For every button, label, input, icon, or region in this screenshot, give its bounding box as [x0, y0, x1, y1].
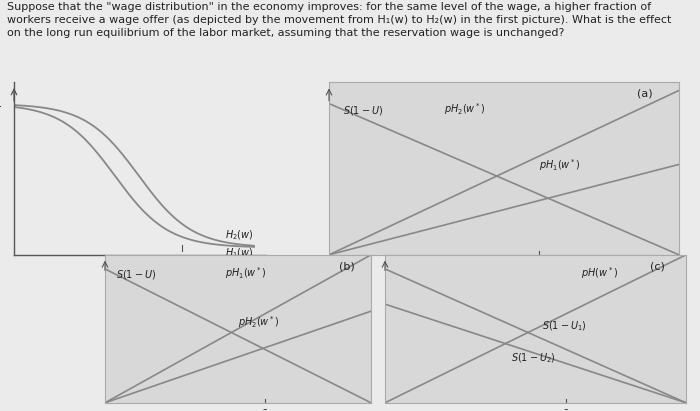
- Text: $S(1-U)$: $S(1-U)$: [343, 104, 383, 117]
- Text: $pH(w^*)$: $pH(w^*)$: [581, 265, 618, 281]
- Text: $pH_2(w^*)$: $pH_2(w^*)$: [444, 102, 486, 117]
- Text: $\bar{U}$: $\bar{U}$: [534, 256, 544, 270]
- Text: $pH_1(w^*)$: $pH_1(w^*)$: [225, 265, 267, 281]
- Text: (a): (a): [637, 88, 652, 98]
- Text: $pH_2(w^*)$: $pH_2(w^*)$: [238, 314, 280, 330]
- Text: $\bar{U}$: $\bar{U}$: [260, 409, 270, 411]
- Text: (b): (b): [339, 262, 355, 272]
- Text: Suppose that the "wage distribution" in the economy improves: for the same level: Suppose that the "wage distribution" in …: [7, 2, 671, 39]
- Text: w: w: [177, 265, 187, 275]
- Text: $H_1(w)$: $H_1(w)$: [225, 247, 254, 261]
- Text: $S(1-U_2)$: $S(1-U_2)$: [512, 351, 556, 365]
- Text: $S(1-U_1)$: $S(1-U_1)$: [542, 319, 587, 332]
- Text: $H_2(w)$: $H_2(w)$: [225, 229, 254, 242]
- Text: $\bar{U}$: $\bar{U}$: [561, 409, 570, 411]
- Text: $S(1-U)$: $S(1-U)$: [116, 268, 156, 281]
- Text: $pH_1(w^*)$: $pH_1(w^*)$: [539, 157, 581, 173]
- Text: (c): (c): [650, 262, 665, 272]
- Text: 1: 1: [0, 99, 2, 109]
